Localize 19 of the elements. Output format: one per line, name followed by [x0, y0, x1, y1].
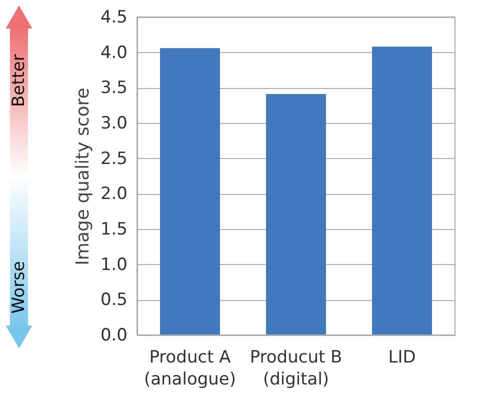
y-tick-label: 3.5	[100, 78, 128, 98]
text: Better	[9, 54, 29, 108]
y-tick-label: 0.5	[100, 290, 128, 310]
bar	[372, 46, 432, 335]
y-tick-label: 3.0	[100, 114, 128, 134]
y-axis-title: Image quality score	[72, 88, 94, 266]
y-tick-label: 1.0	[100, 254, 128, 275]
y-tick-label: 1.5	[100, 220, 128, 240]
y-tick-label: 2.0	[100, 184, 128, 204]
text: Worse	[9, 261, 29, 314]
bar	[160, 48, 220, 335]
x-tick-label: Product A (analogue)	[144, 348, 236, 390]
y-tick-label: 4.0	[100, 42, 128, 63]
y-tick-label: 2.5	[100, 148, 128, 169]
y-tick-label: 4.5	[100, 8, 128, 28]
bar	[266, 94, 326, 335]
x-tick-label: Producut B (digital)	[250, 348, 342, 390]
x-tick-label: LID	[388, 348, 416, 368]
y-tick-label: 0.0	[100, 326, 128, 346]
